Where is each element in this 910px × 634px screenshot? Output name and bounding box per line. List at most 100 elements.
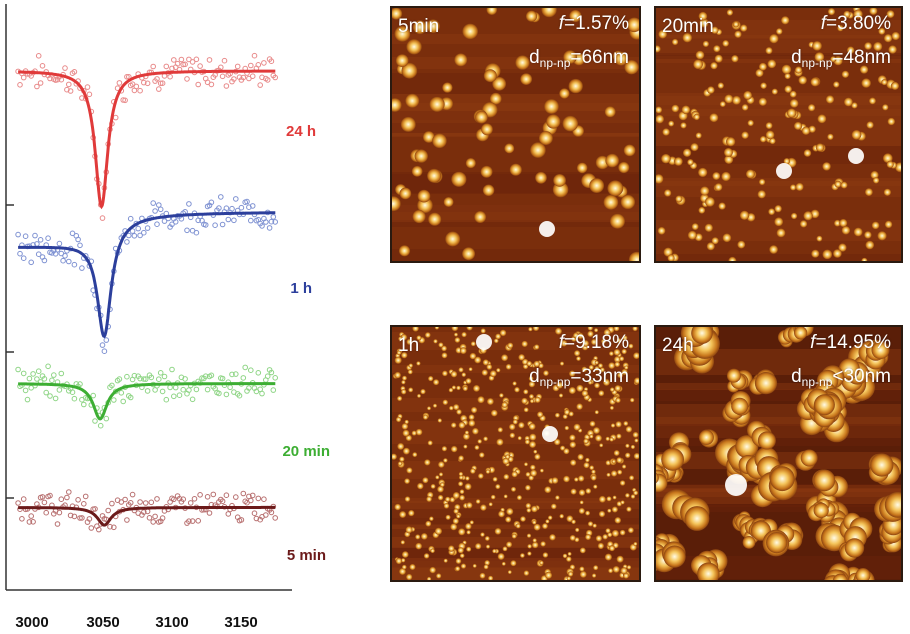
nanoparticle	[706, 242, 715, 251]
nanoparticle	[407, 369, 413, 375]
data-point	[39, 494, 46, 500]
data-point	[97, 422, 104, 429]
data-point	[191, 496, 198, 502]
nanoparticle	[402, 447, 410, 455]
data-point	[171, 393, 177, 400]
nanoparticle	[585, 510, 591, 516]
data-point	[219, 73, 226, 80]
nanoparticle	[422, 131, 435, 143]
data-point	[137, 375, 143, 382]
nanoparticle	[624, 452, 631, 459]
data-point	[264, 373, 271, 380]
data-point	[146, 515, 153, 521]
nanoparticle	[455, 566, 461, 572]
data-point	[41, 257, 48, 264]
nanoparticle	[680, 122, 687, 129]
nanoparticle	[430, 483, 436, 489]
data-point	[37, 80, 44, 86]
spectra-chart: 3000 3050 3100 3150 24 h 1 h 20 min 5 mi…	[5, 4, 330, 631]
nanoparticle	[508, 423, 516, 431]
nanoparticle	[494, 527, 502, 535]
nanoparticle	[783, 158, 790, 165]
scan-stripe	[392, 220, 639, 227]
nanoparticle	[592, 523, 597, 528]
nanoparticle	[629, 475, 635, 481]
d-symbol: d	[791, 366, 802, 387]
nanoparticle	[401, 62, 418, 79]
nanoparticle	[424, 332, 431, 338]
nanoparticle	[416, 361, 421, 366]
data-point	[187, 500, 194, 506]
nanoparticle	[563, 448, 570, 455]
nanoparticle	[458, 481, 464, 487]
nanoparticle	[583, 462, 590, 469]
nanoparticle	[539, 468, 544, 473]
nanoparticle	[577, 332, 584, 339]
data-point	[159, 80, 166, 86]
nanoparticle	[615, 397, 621, 403]
nanoparticle	[619, 480, 626, 486]
data-point	[249, 73, 256, 79]
nanoparticle	[769, 245, 778, 254]
data-point	[120, 398, 126, 405]
nanoparticle	[871, 341, 890, 360]
nanoparticle	[610, 423, 616, 428]
nanoparticle	[808, 125, 816, 133]
data-point	[259, 390, 265, 397]
d-subscript: np-np	[801, 56, 833, 70]
data-point	[66, 489, 72, 495]
nanoparticle	[846, 46, 855, 54]
nanoparticle	[734, 30, 742, 38]
data-point	[189, 59, 196, 65]
bright-particle	[476, 334, 492, 350]
nanoparticle	[594, 360, 599, 365]
nanoparticle	[784, 85, 792, 93]
nanoparticle	[888, 45, 897, 54]
nanoparticle	[573, 332, 579, 339]
nanoparticle	[581, 390, 589, 397]
nanoparticle	[774, 205, 782, 213]
nanoparticle	[609, 387, 615, 392]
data-point	[266, 225, 273, 231]
data-point	[204, 494, 211, 500]
d-subscript: np-np	[801, 375, 833, 389]
data-point	[238, 517, 245, 523]
nanoparticle	[628, 251, 639, 261]
scan-stripe	[656, 146, 901, 164]
nanoparticle	[629, 397, 635, 403]
data-point	[270, 214, 277, 220]
nanoparticle	[529, 433, 537, 441]
data-point	[251, 52, 258, 59]
nanoparticle	[578, 507, 585, 514]
nanoparticle	[556, 381, 564, 389]
nanoparticle	[523, 407, 529, 413]
nanoparticle	[445, 496, 451, 502]
nanoparticle	[611, 459, 616, 464]
nanoparticle	[511, 533, 517, 539]
nanoparticle	[507, 342, 514, 349]
nanoparticle	[533, 360, 540, 368]
nanoparticle	[485, 469, 491, 474]
nanoparticle	[423, 553, 430, 559]
x-tick-label: 3050	[86, 614, 119, 631]
nanoparticle	[527, 551, 532, 556]
nanoparticle	[891, 31, 900, 41]
data-point	[240, 74, 247, 81]
nanoparticle	[758, 178, 766, 186]
nanoparticle	[628, 343, 634, 349]
nanoparticle	[563, 50, 577, 64]
nanoparticle	[634, 438, 639, 443]
nanoparticle	[713, 45, 721, 53]
nanoparticle	[392, 196, 401, 212]
data-point	[268, 58, 275, 65]
nanoparticle	[523, 570, 530, 576]
data-point	[174, 60, 181, 67]
nanoparticle	[810, 77, 820, 87]
nanoparticle	[438, 342, 444, 348]
nanoparticle	[789, 99, 799, 108]
nanoparticle	[516, 495, 522, 501]
nanoparticle	[412, 20, 427, 35]
scan-stripe	[656, 178, 901, 186]
nanoparticle	[633, 541, 638, 546]
nanoparticle	[475, 110, 488, 124]
